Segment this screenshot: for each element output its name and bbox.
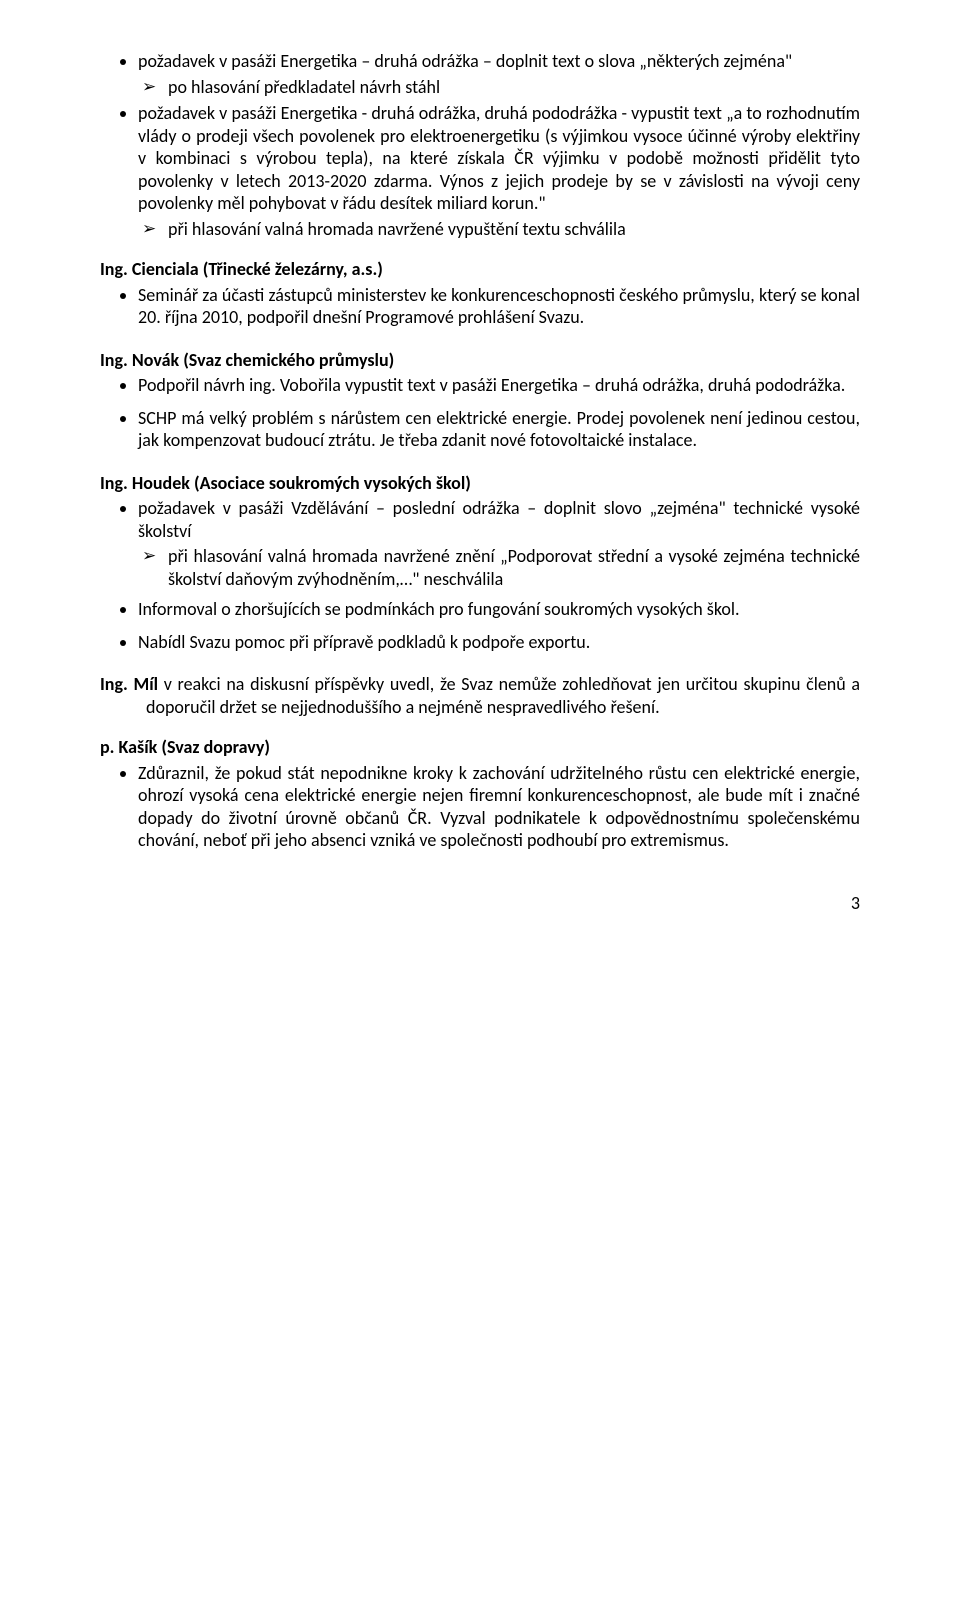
- list-item: Podpořil návrh ing. Vobořila vypustit te…: [138, 374, 860, 397]
- sub-list: po hlasování předkladatel návrh stáhl: [138, 76, 860, 99]
- arrow-item: při hlasování valná hromada navržené zně…: [168, 545, 860, 590]
- bullet-list: Seminář za účasti zástupců ministerstev …: [100, 284, 860, 329]
- sub-list: při hlasování valná hromada navržené zně…: [138, 545, 860, 590]
- speaker-heading: Ing. Houdek (Asociace soukromých vysokýc…: [100, 472, 860, 495]
- list-item: požadavek v pasáži Energetika – druhá od…: [138, 50, 860, 98]
- body-text: požadavek v pasáži Energetika – druhá od…: [138, 50, 792, 72]
- novak-block: Ing. Novák (Svaz chemického průmyslu) Po…: [100, 349, 860, 452]
- bullet-list: Zdůraznil, že pokud stát nepodnikne krok…: [100, 762, 860, 852]
- mil-paragraph: Ing. Míl v reakci na diskusní příspěvky …: [100, 673, 860, 718]
- page-number: 3: [100, 892, 860, 915]
- bullet-list: Podpořil návrh ing. Vobořila vypustit te…: [100, 374, 860, 452]
- section-energetika-list: požadavek v pasáži Energetika – druhá od…: [100, 50, 860, 240]
- list-item: Informoval o zhoršujících se podmínkách …: [138, 598, 860, 621]
- sub-list: při hlasování valná hromada navržené vyp…: [138, 218, 860, 241]
- cienciala-block: Ing. Cienciala (Třinecké železárny, a.s.…: [100, 258, 860, 329]
- list-item: Nabídl Svazu pomoc při přípravě podkladů…: [138, 631, 860, 654]
- bullet-list: požadavek v pasáži Vzdělávání – poslední…: [100, 497, 860, 653]
- body-text: požadavek v pasáži Energetika - druhá od…: [138, 102, 860, 214]
- arrow-item: při hlasování valná hromada navržené vyp…: [168, 218, 860, 241]
- speaker-heading: Ing. Cienciala (Třinecké železárny, a.s.…: [100, 258, 860, 281]
- list-item: Seminář za účasti zástupců ministerstev …: [138, 284, 860, 329]
- kasik-block: p. Kašík (Svaz dopravy) Zdůraznil, že po…: [100, 736, 860, 852]
- list-item: požadavek v pasáži Energetika - druhá od…: [138, 102, 860, 240]
- speaker-inline: Ing. Míl: [100, 673, 158, 695]
- list-item: Zdůraznil, že pokud stát nepodnikne krok…: [138, 762, 860, 852]
- speaker-heading: p. Kašík (Svaz dopravy): [100, 736, 860, 759]
- arrow-item: po hlasování předkladatel návrh stáhl: [168, 76, 860, 99]
- list-item: SCHP má velký problém s nárůstem cen ele…: [138, 407, 860, 452]
- list-item: požadavek v pasáži Vzdělávání – poslední…: [138, 497, 860, 590]
- houdek-block: Ing. Houdek (Asociace soukromých vysokýc…: [100, 472, 860, 654]
- body-text: v reakci na diskusní příspěvky uvedl, že…: [146, 673, 860, 718]
- body-text: požadavek v pasáži Vzdělávání – poslední…: [138, 497, 860, 542]
- speaker-heading: Ing. Novák (Svaz chemického průmyslu): [100, 349, 860, 372]
